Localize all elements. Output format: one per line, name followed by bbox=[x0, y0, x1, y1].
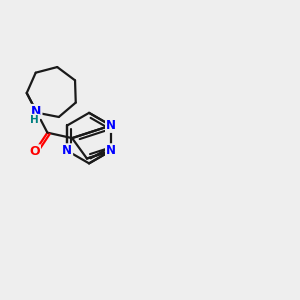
Text: N: N bbox=[62, 144, 72, 157]
Text: O: O bbox=[29, 145, 40, 158]
Text: H: H bbox=[30, 115, 39, 125]
Text: N: N bbox=[106, 119, 116, 132]
Text: N: N bbox=[106, 144, 116, 157]
Text: N: N bbox=[31, 105, 41, 118]
